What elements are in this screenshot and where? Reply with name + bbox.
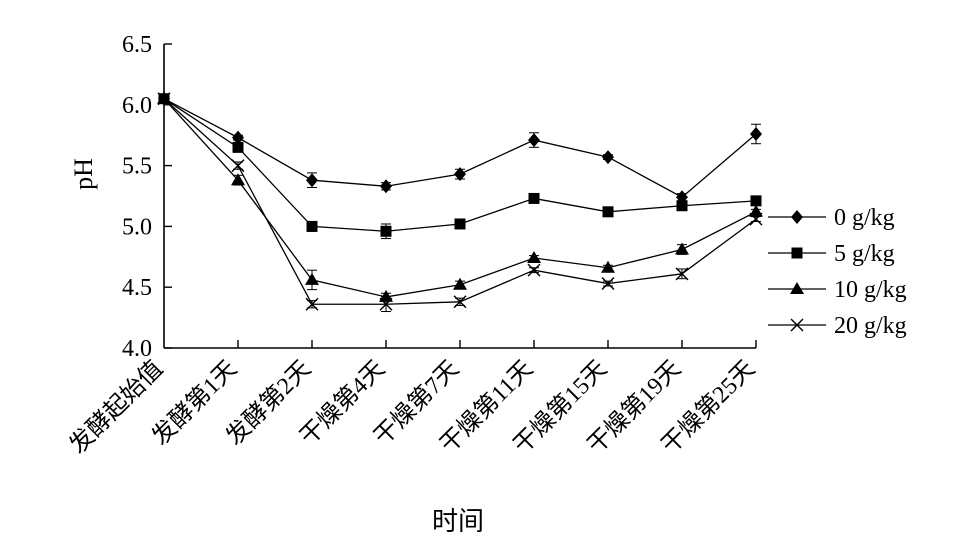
legend-item: 20 g/kg — [768, 313, 907, 339]
data-point — [306, 220, 318, 232]
data-point — [379, 289, 393, 302]
y-tick-label: 4.0 — [122, 336, 152, 362]
y-tick-label: 5.5 — [122, 154, 152, 180]
series-line — [163, 98, 757, 305]
series-group — [157, 91, 763, 313]
data-point — [453, 277, 467, 290]
data-point — [749, 212, 763, 226]
legend-label: 5 g/kg — [834, 241, 895, 267]
data-point — [675, 242, 689, 255]
series-line — [163, 98, 757, 232]
series — [158, 93, 762, 240]
legend-item: 0 g/kg — [768, 205, 895, 231]
data-point — [231, 159, 245, 173]
data-point — [750, 126, 762, 141]
data-point — [305, 297, 319, 311]
cross-stroke — [790, 318, 804, 332]
data-point — [528, 133, 540, 148]
legend-label: 20 g/kg — [834, 313, 907, 339]
data-point — [231, 173, 245, 186]
data-point — [380, 225, 392, 237]
data-point — [791, 210, 803, 224]
legend-item: 10 g/kg — [768, 277, 907, 303]
x-category-label: 发酵起始值 — [64, 355, 168, 459]
data-point — [791, 247, 803, 259]
y-axis-title: pH — [69, 158, 98, 190]
cross-stroke — [231, 159, 245, 173]
cross-stroke — [379, 297, 393, 311]
data-point — [379, 297, 393, 311]
y-ticks: 4.0 4.5 5.0 5.5 6.0 6.5 — [122, 32, 172, 362]
data-point — [601, 260, 615, 273]
series — [157, 92, 763, 313]
data-point — [527, 263, 541, 277]
series-line — [163, 98, 757, 199]
data-point — [750, 195, 762, 207]
data-point — [454, 218, 466, 230]
cross-stroke — [749, 212, 763, 226]
y-tick-label: 6.0 — [122, 93, 152, 119]
data-point — [675, 267, 689, 281]
legend-label: 10 g/kg — [834, 277, 907, 303]
cross-stroke — [453, 295, 467, 309]
data-point — [528, 192, 540, 204]
data-point — [601, 277, 615, 291]
cross-stroke — [157, 92, 171, 106]
series — [158, 91, 762, 205]
data-point — [306, 173, 318, 188]
cross-stroke — [305, 297, 319, 311]
data-point — [380, 179, 392, 194]
legend-item: 5 g/kg — [768, 241, 895, 267]
data-point — [749, 204, 763, 217]
y-tick-label: 5.0 — [122, 214, 152, 240]
data-point — [602, 150, 614, 165]
data-point — [790, 282, 804, 294]
y-tick-label: 4.5 — [122, 275, 152, 301]
data-point — [527, 251, 541, 264]
x-category-labels: 发酵起始值发酵第1天发酵第2天干燥第4天干燥第7天干燥第11天干燥第15天干燥第… — [64, 355, 760, 459]
data-point — [790, 318, 804, 332]
x-axis-title: 时间 — [432, 507, 484, 536]
y-tick-label: 6.5 — [122, 32, 152, 58]
data-point — [602, 206, 614, 218]
cross-stroke — [675, 267, 689, 281]
data-point — [157, 92, 171, 106]
cross-stroke — [527, 263, 541, 277]
legend: 0 g/kg 5 g/kg 10 g/kg 20 g/kg — [768, 205, 907, 339]
legend-label: 0 g/kg — [834, 205, 895, 231]
series — [157, 91, 763, 302]
data-point — [305, 272, 319, 285]
cross-stroke — [601, 277, 615, 291]
data-point — [453, 295, 467, 309]
data-point — [454, 167, 466, 182]
data-point — [676, 200, 688, 212]
series-line — [163, 98, 757, 298]
data-point — [232, 141, 244, 153]
data-point — [232, 130, 244, 145]
